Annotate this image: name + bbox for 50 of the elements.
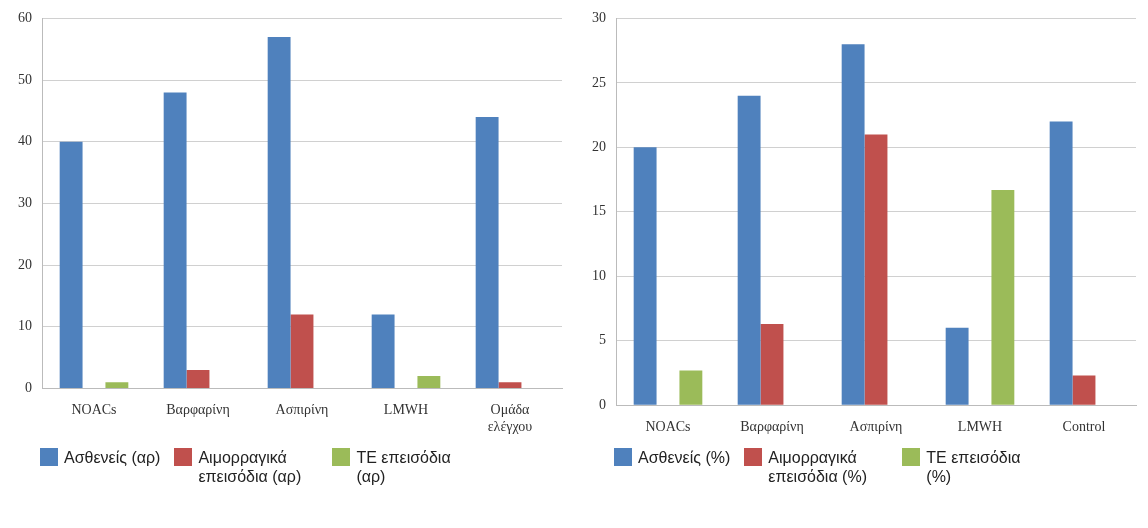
bar: [59, 141, 83, 388]
bar: [186, 369, 210, 388]
bar: [417, 376, 441, 388]
y-tick-label: 60: [18, 10, 32, 26]
y-tick-label: 5: [599, 332, 606, 348]
bar: [1049, 121, 1073, 405]
y-tick-label: 30: [18, 195, 32, 211]
bar: [475, 117, 499, 388]
x-tick-label: Ομάδα ελέγχου: [487, 402, 533, 435]
x-tick-label: Βαρφαρίνη: [166, 402, 230, 418]
x-tick-label: LMWH: [957, 419, 1003, 435]
y-tick-label: 40: [18, 133, 32, 149]
y-tick-label: 20: [18, 256, 32, 272]
y-tick-label: 0: [25, 380, 32, 396]
y-tick-label: 10: [18, 318, 32, 334]
bar: [105, 382, 129, 388]
y-tick-label: 10: [592, 267, 606, 283]
bar: [841, 44, 865, 405]
legend-label: Αιμορραγικά επεισόδια (%): [768, 448, 868, 486]
x-tick-label: Βαρφαρίνη: [740, 419, 804, 435]
x-tick-label: Ασπιρίνη: [849, 419, 903, 435]
bar: [633, 147, 657, 405]
y-tick-label: 0: [599, 396, 606, 412]
bar: [371, 314, 395, 388]
legend-label: ΤΕ επεισόδια (αρ): [356, 448, 452, 486]
legend-label: Ασθενείς (%): [638, 448, 731, 467]
legend-label: ΤΕ επεισόδια (%): [926, 448, 1022, 486]
bar: [290, 314, 314, 388]
bar: [163, 92, 187, 388]
x-tick-label: LMWH: [383, 402, 429, 418]
y-tick-label: 30: [592, 10, 606, 26]
bar: [864, 134, 888, 405]
x-tick-label: Ασπιρίνη: [275, 402, 329, 418]
bar: [737, 95, 761, 405]
bar: [991, 189, 1015, 405]
bar: [1072, 375, 1096, 405]
legend-label: Αιμορραγικά επεισόδια (αρ): [198, 448, 303, 486]
y-tick-label: 15: [592, 203, 606, 219]
bar: [267, 36, 291, 388]
y-tick-label: 50: [18, 71, 32, 87]
bar: [498, 382, 522, 388]
bar: [760, 323, 784, 405]
bar: [679, 370, 703, 405]
legend-label: Ασθενείς (αρ): [64, 448, 161, 467]
y-tick-label: 20: [592, 139, 606, 155]
x-tick-label: NOACs: [71, 402, 117, 418]
x-tick-label: Control: [1062, 419, 1106, 435]
x-tick-label: NOACs: [645, 419, 691, 435]
y-tick-label: 25: [592, 74, 606, 90]
bar: [945, 327, 969, 405]
